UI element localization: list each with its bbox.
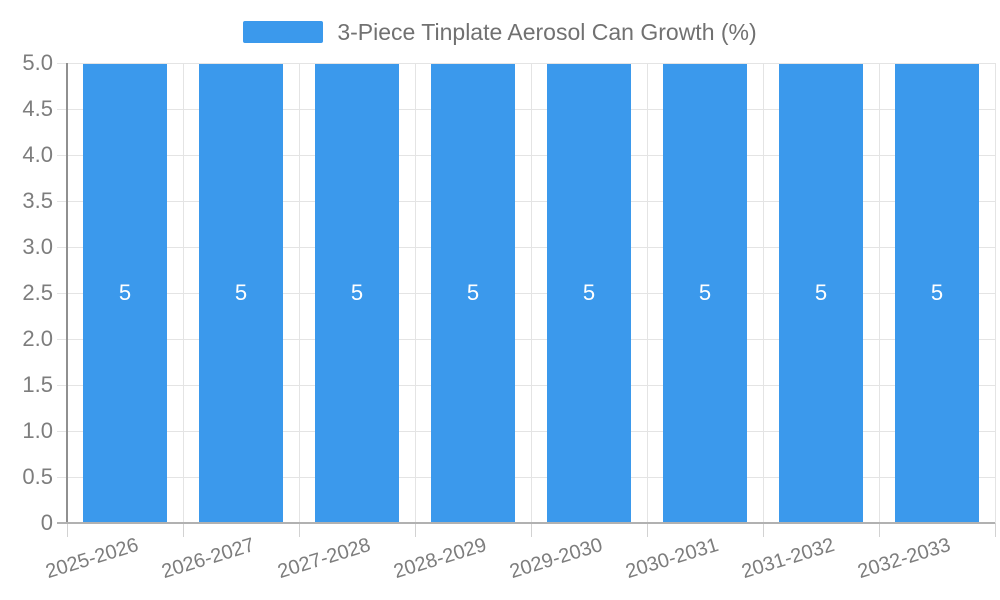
x-axis-tick	[763, 523, 764, 537]
x-axis-tick-label: 2028-2029	[391, 534, 490, 584]
y-axis-tick-label: 1.0	[22, 418, 53, 443]
x-axis-tick-label: 2027-2028	[275, 534, 374, 584]
y-gridline	[57, 247, 995, 248]
x-axis-tick-label: 2030-2031	[623, 534, 722, 584]
bar[interactable]	[663, 64, 747, 522]
x-axis-tick	[183, 523, 184, 537]
y-gridline	[57, 431, 995, 432]
bar-value-label: 5	[234, 280, 248, 305]
bar-value-label: 5	[582, 280, 596, 305]
x-axis-tick-label: 2032-2033	[855, 534, 954, 584]
x-axis-tick	[67, 523, 68, 537]
x-gridline	[763, 63, 764, 523]
x-gridline	[299, 63, 300, 523]
x-gridline	[647, 63, 648, 523]
bar-value-label: 5	[350, 280, 364, 305]
y-axis-tick-label: 0.5	[22, 464, 53, 489]
y-gridline	[57, 339, 995, 340]
bar[interactable]	[83, 64, 167, 522]
y-axis-tick-label: 4.5	[22, 96, 53, 121]
x-axis-tick	[531, 523, 532, 537]
bar[interactable]	[895, 64, 979, 522]
x-gridline	[531, 63, 532, 523]
y-gridline	[57, 477, 995, 478]
x-gridline	[415, 63, 416, 523]
y-axis-tick-label: 0	[40, 510, 53, 535]
bar[interactable]	[199, 64, 283, 522]
bar-value-label: 5	[698, 280, 712, 305]
y-gridline	[57, 293, 995, 294]
bar[interactable]	[431, 64, 515, 522]
x-axis-tick	[299, 523, 300, 537]
y-axis-tick-label: 2.5	[22, 280, 53, 305]
bar[interactable]	[779, 64, 863, 522]
bar-value-label: 5	[118, 280, 132, 305]
bar[interactable]	[547, 64, 631, 522]
x-axis-tick	[415, 523, 416, 537]
y-axis-tick-label: 2.0	[22, 326, 53, 351]
y-gridline	[57, 109, 995, 110]
y-axis-tick-label: 3.5	[22, 188, 53, 213]
x-axis-tick-label: 2026-2027	[159, 534, 258, 584]
bar-value-label: 5	[930, 280, 944, 305]
y-axis-tick-label: 1.5	[22, 372, 53, 397]
x-axis-tick-label: 2029-2030	[507, 534, 606, 584]
x-axis-tick	[879, 523, 880, 537]
legend-item[interactable]: 3-Piece Tinplate Aerosol Can Growth (%)	[0, 18, 1000, 46]
x-gridline	[995, 63, 996, 523]
y-gridline	[57, 201, 995, 202]
bar[interactable]	[315, 64, 399, 522]
y-gridline	[57, 155, 995, 156]
y-gridline	[57, 63, 995, 64]
x-axis-line	[57, 522, 995, 524]
bar-value-label: 5	[814, 280, 828, 305]
x-axis-tick	[647, 523, 648, 537]
x-axis-tick-label: 2025-2026	[43, 534, 142, 584]
y-axis-line	[66, 63, 68, 523]
y-gridline	[57, 385, 995, 386]
bar-value-label: 5	[466, 280, 480, 305]
x-gridline	[183, 63, 184, 523]
y-axis-tick-label: 4.0	[22, 142, 53, 167]
x-gridline	[879, 63, 880, 523]
y-axis-tick-label: 3.0	[22, 234, 53, 259]
x-axis-tick	[995, 523, 996, 537]
legend-label: 3-Piece Tinplate Aerosol Can Growth (%)	[337, 18, 757, 45]
y-axis-tick-label: 5.0	[22, 50, 53, 75]
x-axis-tick-label: 2031-2032	[739, 534, 838, 584]
legend-swatch	[243, 21, 324, 43]
